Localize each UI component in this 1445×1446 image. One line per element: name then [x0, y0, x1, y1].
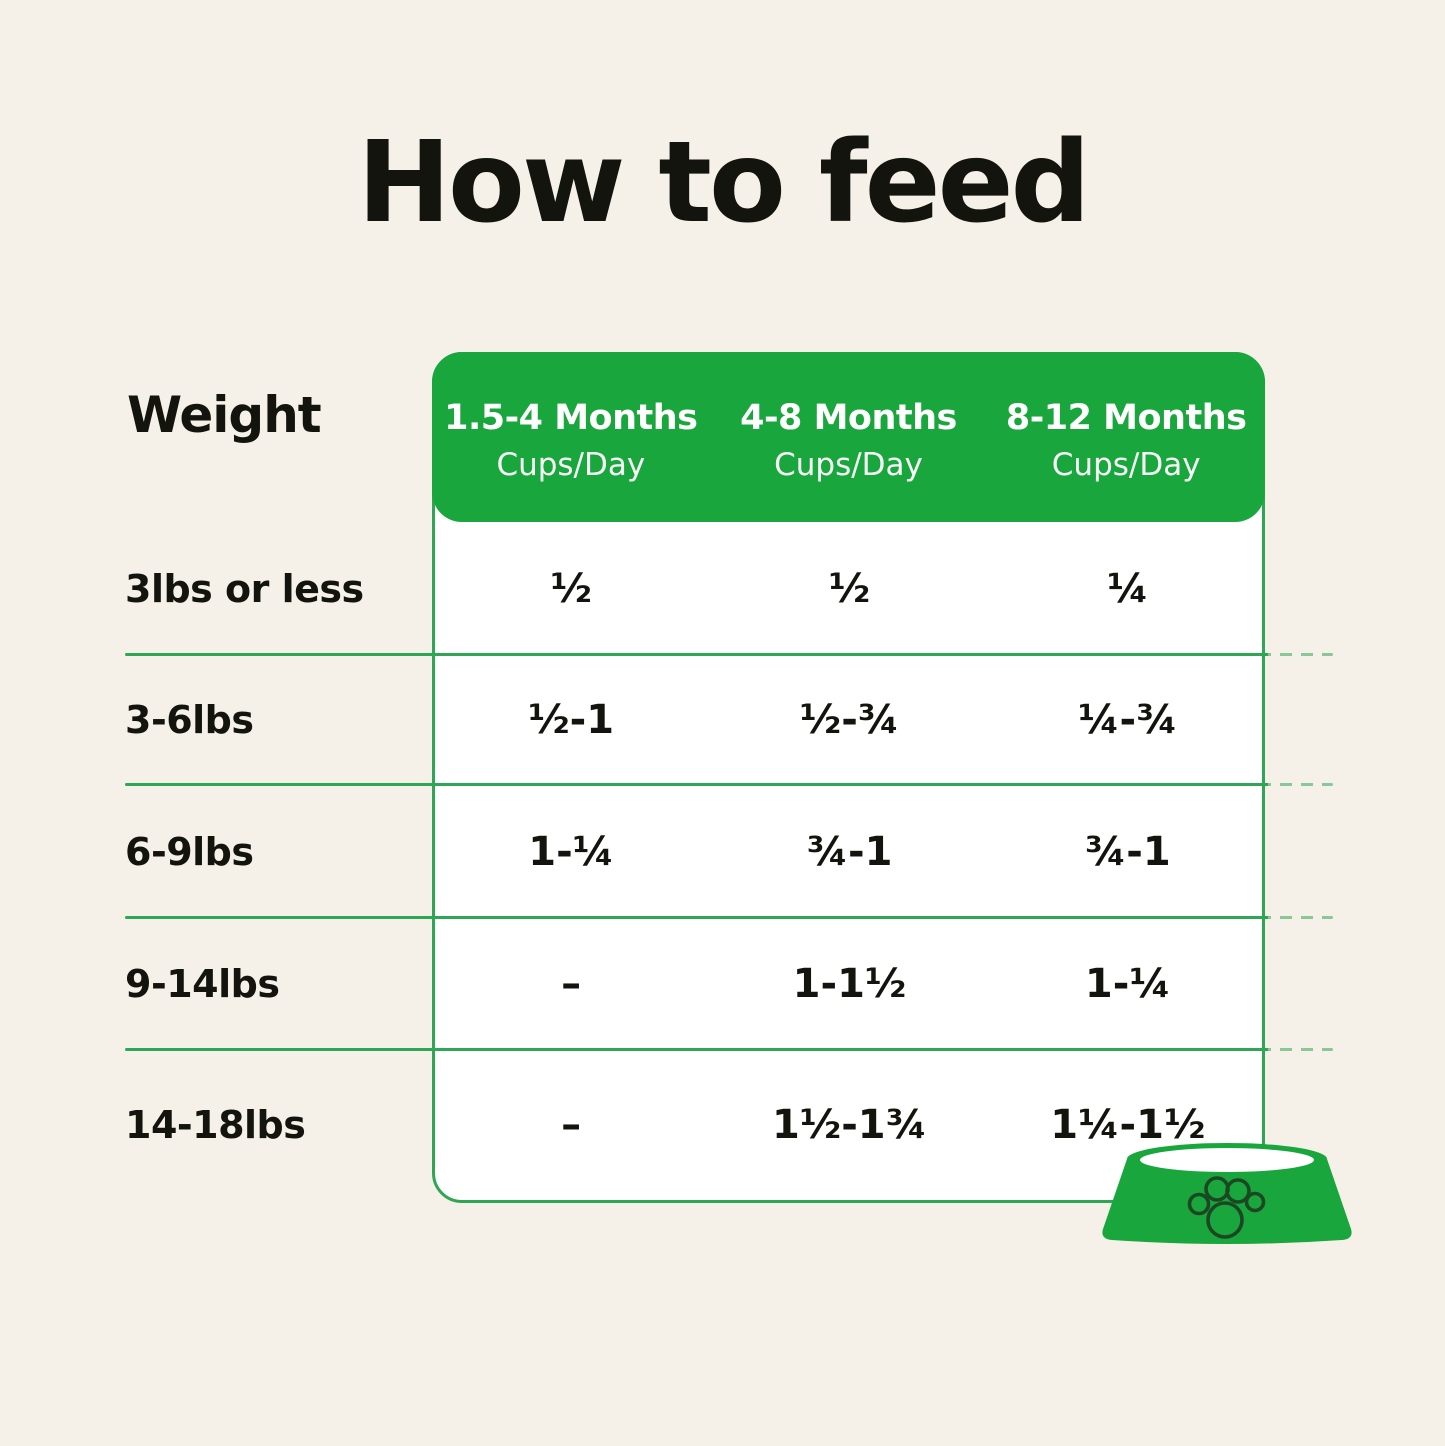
table-row: 9-14lbs – 1-1½ 1-¼ [125, 918, 1267, 1050]
feeding-value-cell: – [561, 1102, 582, 1148]
table-column-header: 1.5-4 Months Cups/Day [432, 392, 710, 483]
feeding-value-cell: 1-1½ [792, 961, 907, 1007]
feeding-value-cell: – [561, 961, 582, 1007]
column-month-label: 8-12 Months [1005, 397, 1247, 438]
feeding-value-cell: ½ [550, 565, 592, 612]
row-divider-line [125, 653, 1333, 656]
row-divider-line [125, 916, 1333, 919]
feeding-value-cell: 1½-1¾ [771, 1102, 928, 1148]
table-column-header: 4-8 Months Cups/Day [710, 392, 988, 483]
column-month-label: 1.5-4 Months [444, 397, 698, 438]
table-header: 1.5-4 Months Cups/Day 4-8 Months Cups/Da… [432, 352, 1265, 522]
feeding-value-cell: 1-¼ [528, 828, 615, 875]
dog-bowl-icon [1096, 1141, 1358, 1249]
row-weight-label: 14-18lbs [125, 1103, 306, 1147]
column-cups-per-day-label: Cups/Day [774, 446, 923, 483]
bowl-inside [1140, 1148, 1314, 1172]
feeding-value-cell: ½-¾ [799, 697, 900, 743]
feeding-value-cell: 1¼-1½ [1050, 1102, 1206, 1148]
table-row: 6-9lbs 1-¼ ¾-1 ¾-1 [125, 785, 1267, 918]
table-row: 3-6lbs ½-1 ½-¾ ¼-¾ [125, 655, 1267, 785]
column-month-label: 4-8 Months [740, 397, 957, 438]
feeding-value-cell: ¼-¾ [1078, 697, 1178, 743]
row-divider-line [125, 1048, 1333, 1051]
row-weight-label: 9-14lbs [125, 962, 280, 1006]
feeding-value-cell: ½ [828, 565, 871, 612]
row-weight-label: 6-9lbs [125, 829, 254, 874]
column-cups-per-day-label: Cups/Day [1051, 446, 1201, 483]
row-weight-label: 3-6lbs [125, 698, 254, 742]
feeding-value-cell: ¼ [1107, 565, 1149, 612]
row-divider-line [125, 783, 1333, 786]
table-column-header: 8-12 Months Cups/Day [987, 392, 1265, 483]
table-row: 3lbs or less ½ ½ ¼ [125, 522, 1267, 655]
feeding-value-cell: 1-¼ [1084, 961, 1171, 1007]
feeding-value-cell: ¾-1 [806, 828, 893, 875]
table-row: 14-18lbs – 1½-1¾ 1¼-1½ [125, 1050, 1267, 1200]
page-title: How to feed [357, 118, 1090, 248]
row-weight-label: 3lbs or less [125, 566, 364, 611]
paw-print-icon [1187, 1176, 1266, 1239]
feeding-value-cell: ¾-1 [1084, 828, 1171, 875]
column-cups-per-day-label: Cups/Day [496, 446, 646, 483]
feeding-value-cell: ½-1 [528, 697, 615, 743]
weight-column-header: Weight [127, 386, 322, 444]
